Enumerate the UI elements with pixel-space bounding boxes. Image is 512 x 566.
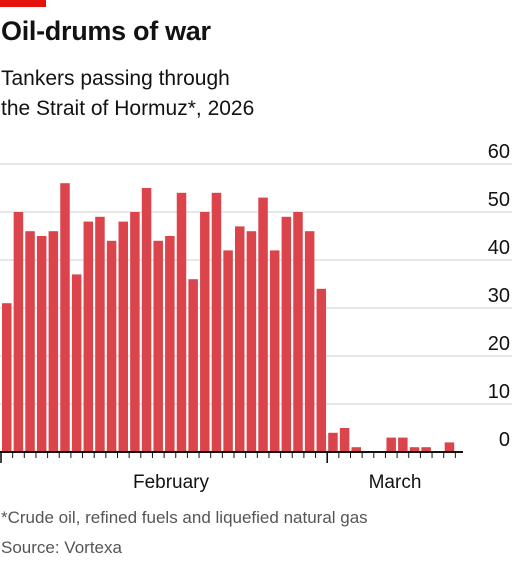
bar	[328, 432, 338, 452]
bar	[83, 221, 94, 452]
bar	[444, 442, 455, 452]
bar	[246, 231, 257, 452]
y-tick-label: 40	[488, 237, 510, 259]
y-tick-label: 60	[488, 141, 510, 163]
bar	[398, 437, 408, 452]
x-tick-label: February	[133, 472, 210, 493]
bar	[130, 212, 140, 452]
bar	[106, 240, 117, 452]
bar	[48, 231, 59, 452]
y-tick-label: 20	[488, 333, 510, 355]
bar	[60, 183, 70, 452]
bar	[421, 447, 431, 452]
bar	[118, 221, 128, 452]
bar	[211, 192, 222, 453]
chart-title: Oil-drums of war	[1, 16, 211, 46]
bar	[188, 279, 198, 452]
bar	[386, 437, 396, 452]
bar	[176, 192, 187, 453]
bar	[71, 274, 82, 452]
bar	[316, 288, 327, 452]
subtitle-line-1: Tankers passing through	[1, 67, 230, 90]
x-tick-label: March	[369, 472, 422, 493]
chart-subtitle: Tankers passing through the Strait of Ho…	[1, 64, 501, 124]
footnote: *Crude oil, refined fuels and liquefied …	[1, 508, 368, 527]
brand-accent-bar	[0, 0, 46, 7]
y-tick-label: 30	[488, 285, 510, 307]
bar	[235, 226, 245, 452]
bar	[2, 303, 12, 452]
bar	[258, 197, 268, 452]
bar	[141, 188, 152, 452]
bar	[409, 447, 420, 452]
bar	[351, 447, 361, 452]
bar	[153, 240, 163, 452]
y-tick-label: 10	[488, 381, 510, 403]
y-tick-label: 0	[499, 429, 510, 451]
bar	[25, 231, 35, 452]
bar	[95, 216, 105, 452]
bar	[339, 428, 350, 452]
source-note: Source: Vortexa	[1, 538, 122, 557]
bar	[165, 236, 175, 452]
bar	[36, 236, 47, 452]
bar	[293, 212, 303, 452]
bar	[281, 216, 292, 452]
bar	[304, 231, 315, 452]
y-tick-label: 50	[488, 189, 510, 211]
bar	[13, 212, 24, 452]
bar	[200, 212, 210, 452]
subtitle-line-2: the Strait of Hormuz*, 2026	[1, 97, 255, 120]
bar	[223, 250, 233, 452]
bar	[269, 250, 280, 452]
